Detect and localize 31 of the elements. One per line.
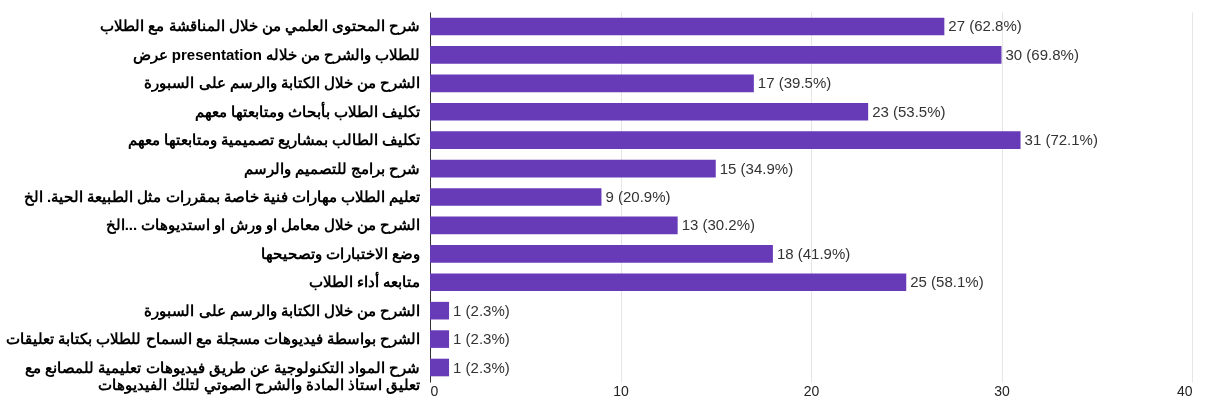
data-label: 9 (20.9%) <box>605 188 671 205</box>
data-label: 30 (69.8%) <box>1005 45 1079 63</box>
y-tick-label: الشرح من خلال الكتابة والرسم على السبورة <box>144 301 421 320</box>
y-tick-label: تكليف الطالب بمشاريع تصميمية ومتابعتها معهم <box>127 131 421 150</box>
y-tick-label: عرض presentation للطلاب والشرح من خلاله <box>132 45 421 64</box>
x-tick-label: 10 <box>613 382 629 399</box>
y-tick-label: الشرح من خلال معامل او ورش او استديوهات ...الخ <box>105 216 421 235</box>
data-label: 18 (41.9%) <box>776 244 851 262</box>
data-label: 13 (30.2%) <box>681 216 756 234</box>
y-tick-label: الشرح من خلال الكتابة والرسم على السبورة <box>144 74 421 93</box>
data-label: 1 (2.3%) <box>453 330 510 348</box>
x-tick-label: 30 <box>994 382 1010 399</box>
x-tick-label: 20 <box>803 382 820 399</box>
y-tick-label: شرح المحتوى العلمي من خلال المناقشة مع الطلاب <box>100 17 421 37</box>
data-label: 31 (72.1%) <box>1024 131 1098 149</box>
y-tick-label: تكليف الطلاب بأبحاث ومتابعتها معهم <box>194 100 421 121</box>
data-label: 15 (34.9%) <box>719 159 794 177</box>
x-tick-label: 0 <box>430 382 439 399</box>
y-tick-label: شرح المواد التكنولوجية عن طريق فيديوهات تعليمية للمصانع مع تعليق استاذ المادة والشرح الصوتي لتلك الفيديوهات <box>25 358 421 395</box>
data-label: 27 (62.8%) <box>948 17 1022 35</box>
y-tick-label: متابعه أداء الطلاب <box>309 271 421 292</box>
y-tick-label: الشرح بواسطة فيديوهات مسجلة مع السماح للطلاب بكتابة تعليقات <box>6 330 421 349</box>
data-label: 23 (53.5%) <box>872 102 946 120</box>
data-label: 17 (39.5%) <box>757 74 832 92</box>
y-tick-label: وضع الاختبارات وتصحيحها <box>261 244 421 263</box>
x-tick-label: 40 <box>1176 382 1193 399</box>
data-label: 25 (58.1%) <box>910 273 984 291</box>
data-label: 1 (2.3%) <box>453 301 510 319</box>
y-tick-label: شرح برامج للتصميم والرسم <box>243 159 421 178</box>
y-tick-label: تعليم الطلاب مهارات فنية خاصة بمقررات مثل الطبيعة الحية. الخ <box>23 188 421 206</box>
data-label: 1 (2.3%) <box>453 358 510 376</box>
